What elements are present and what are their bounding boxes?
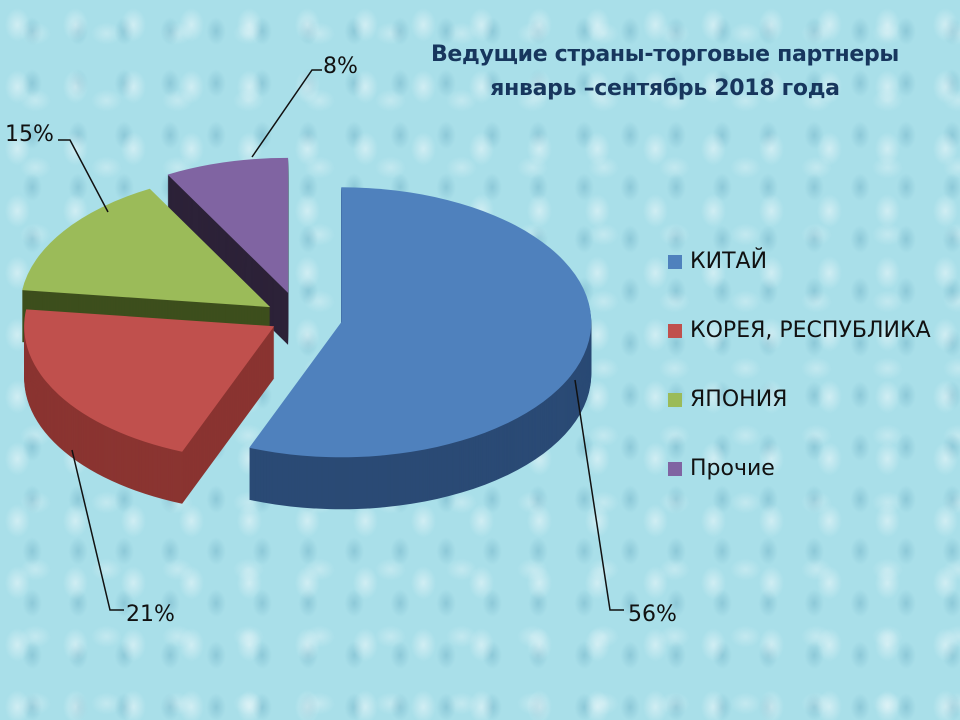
legend-item-china: КИТАЙ — [668, 249, 931, 274]
data-label: 56% — [628, 602, 677, 627]
leader-line — [58, 139, 109, 213]
legend-label: КОРЕЯ, РЕСПУБЛИКА — [690, 318, 931, 343]
legend-swatch — [668, 392, 682, 407]
legend-item-japan: ЯПОНИЯ — [668, 387, 931, 412]
pie-slice-2 — [22, 188, 271, 308]
pie-slice-1 — [24, 309, 275, 452]
chart-title-line-2: январь –сентябрь 2018 года — [490, 76, 840, 101]
pie-slice-3 — [167, 157, 289, 293]
legend-swatch — [668, 461, 682, 476]
data-label: 15% — [5, 122, 54, 147]
legend-swatch — [668, 254, 682, 269]
leader-line — [251, 69, 322, 158]
leader-line — [574, 379, 624, 611]
legend-item-other: Прочие — [668, 456, 931, 481]
chart-title: Ведущие страны-торговые партнеры январь … — [380, 38, 950, 106]
legend: КИТАЙ КОРЕЯ, РЕСПУБЛИКА ЯПОНИЯ Прочие — [668, 249, 931, 526]
legend-label: КИТАЙ — [690, 249, 768, 274]
legend-label: Прочие — [690, 456, 775, 481]
pie-slice-0 — [249, 187, 592, 458]
data-label: 8% — [323, 54, 358, 79]
legend-item-korea: КОРЕЯ, РЕСПУБЛИКА — [668, 318, 931, 343]
legend-swatch — [668, 323, 682, 338]
leader-line — [71, 449, 124, 611]
legend-label: ЯПОНИЯ — [690, 387, 788, 412]
data-label: 21% — [126, 602, 175, 627]
chart-title-line-1: Ведущие страны-торговые партнеры — [430, 42, 900, 67]
